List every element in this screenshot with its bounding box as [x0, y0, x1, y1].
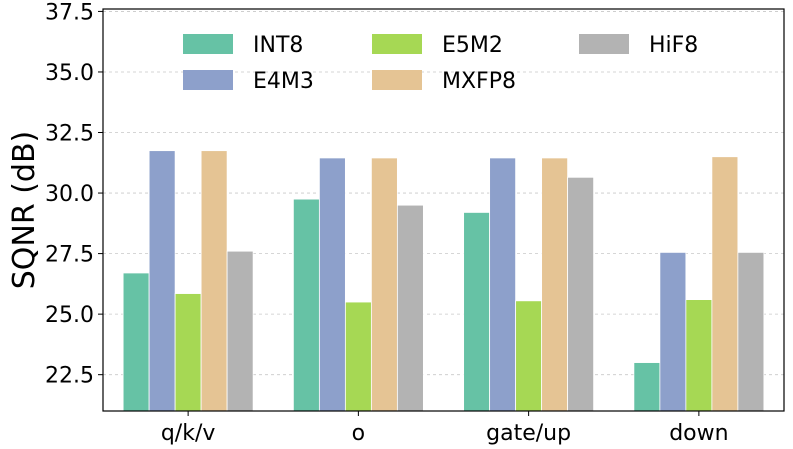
- bar-e4m3-o: [318, 157, 346, 412]
- bar-e5m2-o: [344, 301, 372, 412]
- x-tick-label: q/k/v: [161, 421, 216, 446]
- y-tick-label: 35.0: [45, 61, 94, 86]
- bar-e5m2-down: [685, 299, 713, 412]
- bar-hif8-o: [396, 204, 424, 412]
- bar-e4m3-down: [659, 251, 687, 412]
- x-tick-label: down: [669, 421, 728, 446]
- y-axis-label: SQNR (dB): [7, 131, 42, 290]
- x-tick-label: o: [352, 421, 365, 446]
- bar-e5m2-q-k-v: [174, 293, 202, 412]
- legend-label-e5m2: E5M2: [442, 33, 503, 58]
- y-tick-label: 32.5: [45, 122, 94, 147]
- x-tick-label: gate/up: [486, 421, 571, 446]
- legend-swatch-int8: [183, 34, 233, 54]
- legend: INT8 E4M3 E5M2 MXFP8 HiF8: [183, 33, 698, 94]
- y-tick-label: 30.0: [45, 182, 94, 207]
- legend-label-hif8: HiF8: [649, 33, 698, 58]
- bar-e4m3-gate-up: [489, 157, 517, 412]
- y-tick-label: 27.5: [45, 243, 94, 268]
- bar-mxfp8-q-k-v: [200, 150, 228, 412]
- bar-int8-o: [292, 198, 320, 412]
- bar-hif8-gate-up: [567, 176, 595, 412]
- y-axis: 22.5 25.0 27.5 30.0 32.5 35.0 37.5: [45, 0, 103, 389]
- bar-mxfp8-gate-up: [541, 157, 569, 412]
- bar-int8-q-k-v: [122, 272, 150, 412]
- y-tick-label: 37.5: [45, 0, 94, 25]
- bar-mxfp8-o: [370, 157, 398, 412]
- legend-swatch-e4m3: [183, 70, 233, 90]
- legend-label-e4m3: E4M3: [253, 69, 314, 94]
- bar-hif8-q-k-v: [226, 250, 254, 412]
- bar-e4m3-q-k-v: [148, 150, 176, 412]
- legend-swatch-hif8: [579, 34, 629, 54]
- legend-label-mxfp8: MXFP8: [442, 69, 516, 94]
- legend-swatch-e5m2: [372, 34, 422, 54]
- bars: [122, 150, 765, 412]
- bar-int8-down: [633, 362, 661, 412]
- legend-swatch-mxfp8: [372, 70, 422, 90]
- bar-e5m2-gate-up: [515, 300, 543, 412]
- bar-hif8-down: [737, 251, 765, 412]
- x-axis: q/k/v o gate/up down: [161, 411, 729, 446]
- bar-mxfp8-down: [711, 156, 739, 412]
- legend-label-int8: INT8: [253, 33, 303, 58]
- y-tick-label: 22.5: [45, 364, 94, 389]
- bar-int8-gate-up: [463, 212, 491, 412]
- y-tick-label: 25.0: [45, 303, 94, 328]
- plot-frame: [102, 8, 785, 412]
